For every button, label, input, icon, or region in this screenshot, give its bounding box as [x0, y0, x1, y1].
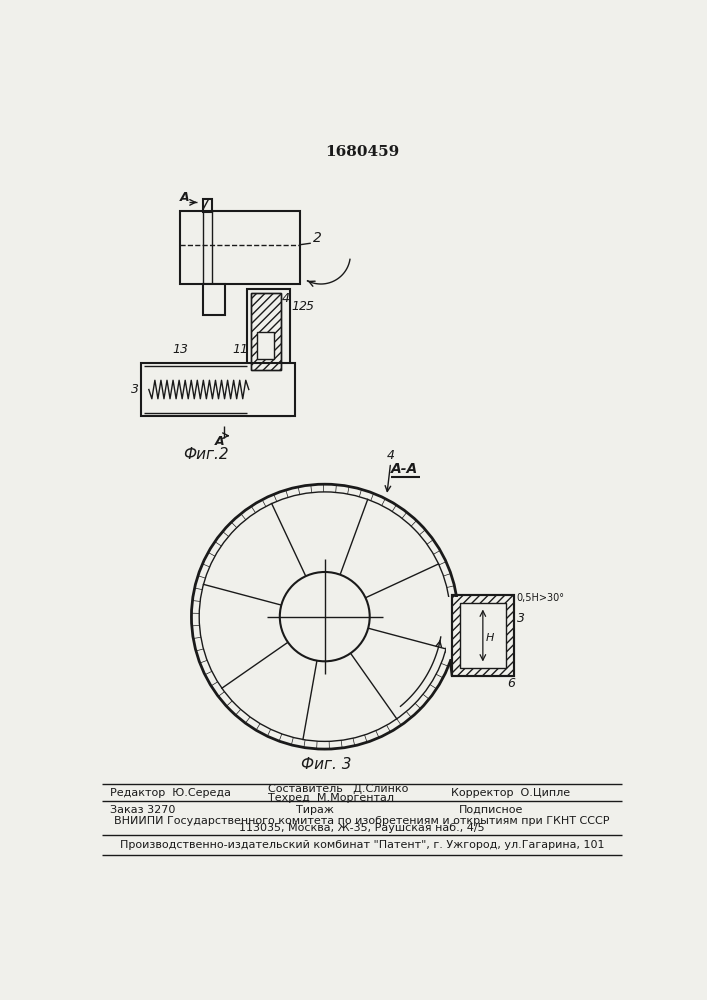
- Bar: [247, 289, 290, 416]
- Bar: [257, 332, 274, 359]
- Text: 3: 3: [131, 383, 139, 396]
- Circle shape: [192, 484, 458, 749]
- Text: Фиг. 3: Фиг. 3: [301, 757, 351, 772]
- Text: 4: 4: [387, 449, 395, 462]
- Text: 2: 2: [313, 231, 322, 245]
- Bar: [203, 284, 225, 315]
- Bar: [452, 595, 514, 676]
- Bar: [251, 293, 281, 370]
- Bar: [251, 293, 281, 370]
- Text: 3: 3: [517, 612, 525, 625]
- Text: Техред  М.Моргентал: Техред М.Моргентал: [268, 793, 395, 803]
- Bar: [446, 597, 462, 659]
- Text: 113035, Москва, Ж-35, Раушская наб., 4/5: 113035, Москва, Ж-35, Раушская наб., 4/5: [239, 823, 485, 833]
- Text: 12: 12: [291, 300, 308, 313]
- Text: ВНИИПИ Государственного комитета по изобретениям и открытиям при ГКНТ СССР: ВНИИПИ Государственного комитета по изоб…: [115, 816, 609, 826]
- Text: Заказ 3270: Заказ 3270: [110, 805, 175, 815]
- Text: 1680459: 1680459: [325, 145, 399, 159]
- Text: A-A: A-A: [391, 462, 418, 476]
- Text: Тираж: Тираж: [296, 805, 334, 815]
- Text: Подписное: Подписное: [459, 805, 523, 815]
- Text: 6: 6: [508, 677, 515, 690]
- Text: Фиг.2: Фиг.2: [183, 447, 229, 462]
- Bar: [452, 595, 514, 676]
- Text: Редактор  Ю.Середа: Редактор Ю.Середа: [110, 788, 231, 798]
- Bar: [460, 603, 506, 668]
- Text: 0,5H>30°: 0,5H>30°: [516, 593, 564, 603]
- Text: 13: 13: [172, 343, 188, 356]
- Circle shape: [280, 572, 370, 661]
- Text: 5: 5: [305, 300, 313, 313]
- Text: A: A: [180, 191, 189, 204]
- Bar: [180, 211, 300, 284]
- Text: H: H: [486, 633, 494, 643]
- Text: Производственно-издательский комбинат "Патент", г. Ужгород, ул.Гагарина, 101: Производственно-издательский комбинат "П…: [119, 840, 604, 850]
- Circle shape: [199, 492, 450, 741]
- Text: Корректор  О.Ципле: Корректор О.Ципле: [451, 788, 571, 798]
- Text: Составитель   Д.Слинко: Составитель Д.Слинко: [268, 784, 409, 794]
- Text: 4: 4: [282, 292, 290, 305]
- Bar: [141, 363, 295, 416]
- Text: A: A: [215, 435, 224, 448]
- Text: 11: 11: [233, 343, 249, 356]
- Bar: [203, 199, 212, 212]
